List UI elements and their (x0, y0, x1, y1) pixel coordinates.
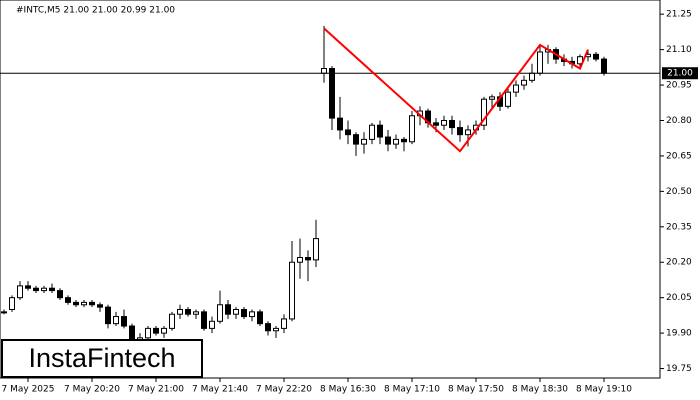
candle-body (449, 119, 455, 129)
candle-body (313, 238, 319, 261)
candle-body (513, 84, 519, 93)
brand-box (1, 339, 203, 378)
candle-body (113, 316, 119, 325)
x-tick-label: 8 May 16:30 (320, 385, 376, 395)
candle-body (521, 79, 527, 86)
candle-body (257, 311, 263, 325)
candle-body (145, 327, 151, 339)
candle-body (49, 287, 55, 292)
x-tick-label: 7 May 21:00 (128, 385, 184, 395)
chart-title: #INTC,M5 21.00 21.00 20.99 21.00 (16, 6, 175, 16)
candle-body (185, 308, 191, 315)
candle-body (25, 285, 31, 289)
pattern-line (323, 27, 589, 153)
y-tick-label: 19.90 (666, 329, 692, 339)
candle-body (89, 301, 95, 306)
y-tick-label: 20.20 (666, 258, 692, 268)
candle-body (401, 138, 407, 143)
candle-body (305, 257, 311, 261)
price-tag (662, 67, 698, 80)
brand: InstaFintech (28, 343, 175, 373)
candle-body (1, 311, 7, 314)
candle-body (17, 285, 23, 299)
x-tick-label: 7 May 2025 (2, 385, 55, 395)
x-tick-label: 7 May 21:40 (192, 385, 248, 395)
x-tick-label: 7 May 22:20 (256, 385, 312, 395)
candle-body (105, 306, 111, 325)
y-tick-label: 20.50 (666, 187, 692, 197)
y-tick-label: 20.65 (666, 151, 692, 161)
candle-body (121, 316, 127, 327)
candle-body (249, 311, 255, 318)
candle-body (593, 53, 599, 60)
candle-body (225, 304, 231, 315)
y-tick-label: 21.10 (666, 45, 692, 55)
candle-body (129, 325, 135, 341)
candle-body (57, 290, 63, 299)
candle-body (209, 320, 215, 329)
candle-body (265, 323, 271, 332)
candle-body (297, 257, 303, 263)
y-tick-label: 20.80 (666, 116, 692, 126)
candle-body (361, 138, 367, 145)
y-tick-label: 20.05 (666, 293, 692, 303)
candle-body (273, 327, 279, 332)
candle-body (97, 304, 103, 308)
x-tick-label: 8 May 19:10 (576, 385, 632, 395)
candle-body (441, 119, 447, 126)
candle-body (33, 287, 39, 292)
y-tick-label: 19.75 (666, 364, 692, 374)
candle-body (345, 129, 351, 136)
candle-body (177, 308, 183, 315)
candle-body (41, 287, 47, 292)
candle-body (529, 72, 535, 81)
candle-body (217, 304, 223, 322)
candle-body (241, 308, 247, 318)
candle-body (169, 313, 175, 329)
y-tick-label: 21.25 (666, 10, 692, 20)
x-tick-label: 8 May 18:30 (512, 385, 568, 395)
candle-body (329, 68, 335, 119)
candle-body (73, 301, 79, 306)
candle-body (337, 117, 343, 131)
candle-body (409, 115, 415, 143)
candle-body (201, 311, 207, 329)
candle-body (353, 134, 359, 145)
candle-body (433, 122, 439, 126)
candle-body (9, 297, 15, 310)
x-tick-label: 8 May 17:10 (384, 385, 440, 395)
x-tick-label: 8 May 17:50 (448, 385, 504, 395)
candle-body (505, 91, 511, 107)
candle-body (393, 138, 399, 145)
candle-body (377, 124, 383, 138)
candle-body (281, 318, 287, 329)
y-tick-label: 20.95 (666, 81, 692, 91)
candle-body (537, 51, 543, 74)
candle-body (481, 98, 487, 126)
candle-body (153, 327, 159, 334)
x-tick-label: 7 May 20:20 (64, 385, 120, 395)
candle-body (457, 127, 463, 136)
candle-body (193, 311, 199, 315)
candle-body (601, 58, 607, 74)
candle-body (385, 136, 391, 145)
y-tick-label: 20.35 (666, 222, 692, 232)
candle-body (161, 327, 167, 334)
candle-body (465, 129, 471, 136)
candle-body (369, 124, 375, 140)
candle-body (289, 261, 295, 320)
candle-body (65, 297, 71, 303)
candle-body (81, 301, 87, 306)
candle-body (233, 308, 239, 315)
candle-body (489, 96, 495, 100)
price-tag-label: 21.00 (667, 69, 693, 79)
candle-body (321, 68, 327, 74)
